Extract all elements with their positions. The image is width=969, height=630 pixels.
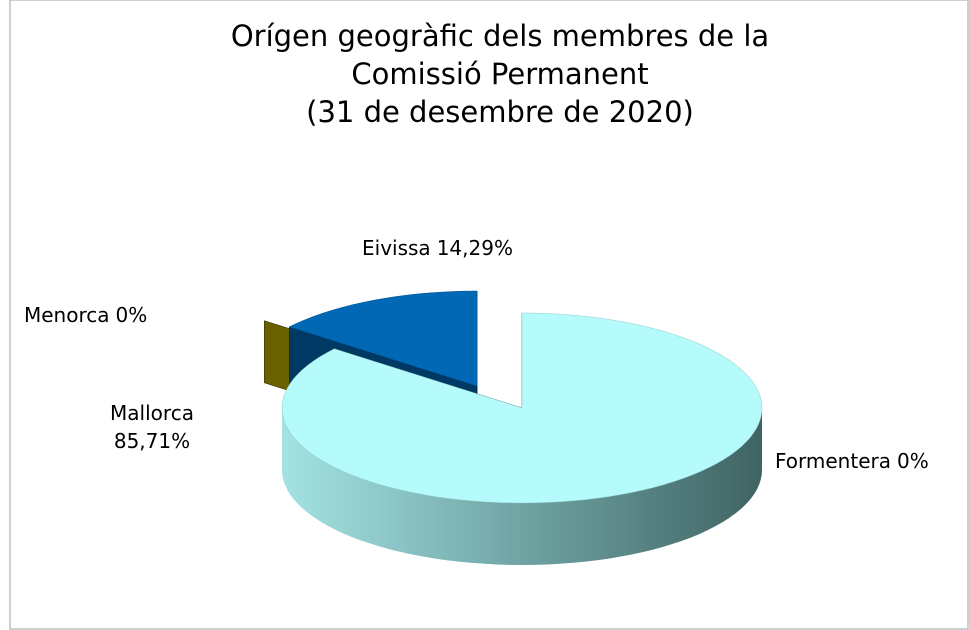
- data-label: Menorca 0%: [24, 303, 147, 327]
- category-label: Eivissa: [362, 236, 431, 260]
- slice-top: [281, 312, 763, 504]
- category-label: Mallorca: [110, 401, 194, 425]
- slice-side: [282, 408, 762, 565]
- chart-title: (31 de desembre de 2020): [306, 95, 694, 129]
- value-label: 14,29%: [437, 236, 513, 260]
- data-label: Mallorca 85,71%: [110, 401, 194, 453]
- data-label: Formentera 0%: [775, 449, 929, 473]
- value-label: 0%: [116, 303, 148, 327]
- value-label: 85,71%: [114, 429, 190, 453]
- category-label: Formentera: [775, 449, 891, 473]
- category-label: Menorca: [24, 303, 110, 327]
- chart-title: Comissió Permanent: [351, 57, 648, 91]
- value-label: 0%: [897, 449, 929, 473]
- chart-title: Orígen geogràfic dels membres de la: [231, 19, 769, 53]
- slice-top: [288, 290, 478, 387]
- data-label: Eivissa 14,29%: [362, 236, 513, 260]
